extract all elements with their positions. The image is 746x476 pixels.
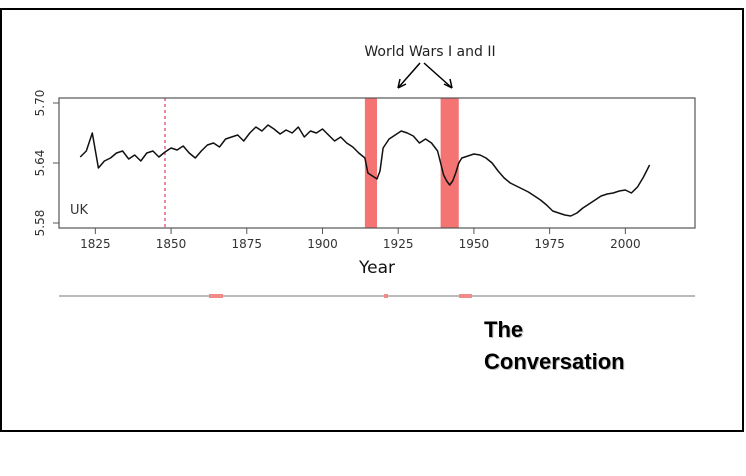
arrow-ww2 — [423, 62, 453, 89]
x-tick-label: 1900 — [307, 237, 338, 251]
plot-area — [79, 98, 651, 228]
x-tick-label: 1875 — [231, 237, 262, 251]
second-panel-mark — [384, 294, 388, 298]
x-axis-title: Year — [358, 258, 395, 278]
logo-line-1: The — [484, 317, 524, 342]
x-tick-label: 1950 — [459, 237, 490, 251]
y-tick-label: 5.58 — [33, 210, 47, 237]
series-label: UK — [70, 203, 89, 218]
x-tick-label: 1850 — [156, 237, 187, 251]
x-tick-label: 1925 — [383, 237, 414, 251]
arrow-ww1 — [397, 62, 421, 89]
x-tick-label: 2000 — [610, 237, 641, 251]
war-period-band — [440, 98, 459, 228]
series-line — [79, 124, 651, 217]
y-tick-label: 5.70 — [33, 90, 47, 117]
logo-line-2: Conversation — [484, 349, 625, 374]
x-tick-label: 1975 — [534, 237, 565, 251]
y-tick-label: 5.64 — [33, 150, 47, 177]
arrow-ww1-head — [397, 78, 407, 89]
second-panel-mark — [209, 294, 223, 298]
axes: 1825 1850 1875 1900 1925 1950 1975 2000 5.58 5.64… — [33, 90, 641, 251]
second-panel-mark — [459, 294, 472, 298]
arrow-ww2-head — [443, 78, 453, 89]
war-period-band — [364, 98, 377, 228]
the-conversation-logo: The Conversation — [484, 314, 625, 378]
x-tick-label: 1825 — [80, 237, 111, 251]
war-annotation: World Wars I and II — [364, 44, 495, 60]
